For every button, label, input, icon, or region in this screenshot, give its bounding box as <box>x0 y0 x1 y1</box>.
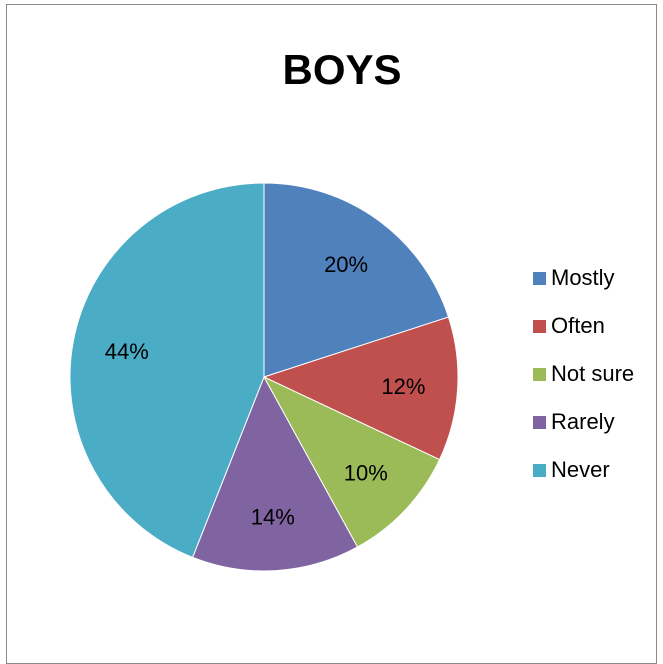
legend-label: Rarely <box>551 409 615 434</box>
data-label-rarely: 14% <box>251 504 295 529</box>
legend-swatch <box>533 368 546 381</box>
legend-swatch <box>533 320 546 333</box>
legend-label: Never <box>551 457 610 482</box>
pie-slices <box>69 182 459 572</box>
legend-swatch <box>533 416 546 429</box>
pie-slice-often <box>262 316 459 461</box>
data-label-mostly: 20% <box>324 252 368 277</box>
data-label-often: 12% <box>381 374 425 399</box>
pie-slice-not-sure <box>262 375 441 548</box>
legend-swatch <box>533 272 546 285</box>
pie-slice-rarely <box>191 375 359 572</box>
pie-data-labels: 20% 12% 10% 14% 44% <box>105 252 426 529</box>
pie-slice-never <box>69 182 265 559</box>
data-label-never: 44% <box>105 339 149 364</box>
chart-title: BOYS <box>282 46 401 93</box>
legend-item-not-sure: Not sure <box>533 361 634 386</box>
legend-label: Often <box>551 313 605 338</box>
legend-item-mostly: Mostly <box>533 265 615 290</box>
legend-item-rarely: Rarely <box>533 409 615 434</box>
legend-label: Mostly <box>551 265 615 290</box>
legend-swatch <box>533 464 546 477</box>
pie-slice-mostly <box>263 182 450 378</box>
legend-label: Not sure <box>551 361 634 386</box>
legend: Mostly Often Not sure Rarely Never <box>533 265 634 482</box>
legend-item-never: Never <box>533 457 610 482</box>
legend-item-often: Often <box>533 313 605 338</box>
data-label-not-sure: 10% <box>344 461 388 486</box>
